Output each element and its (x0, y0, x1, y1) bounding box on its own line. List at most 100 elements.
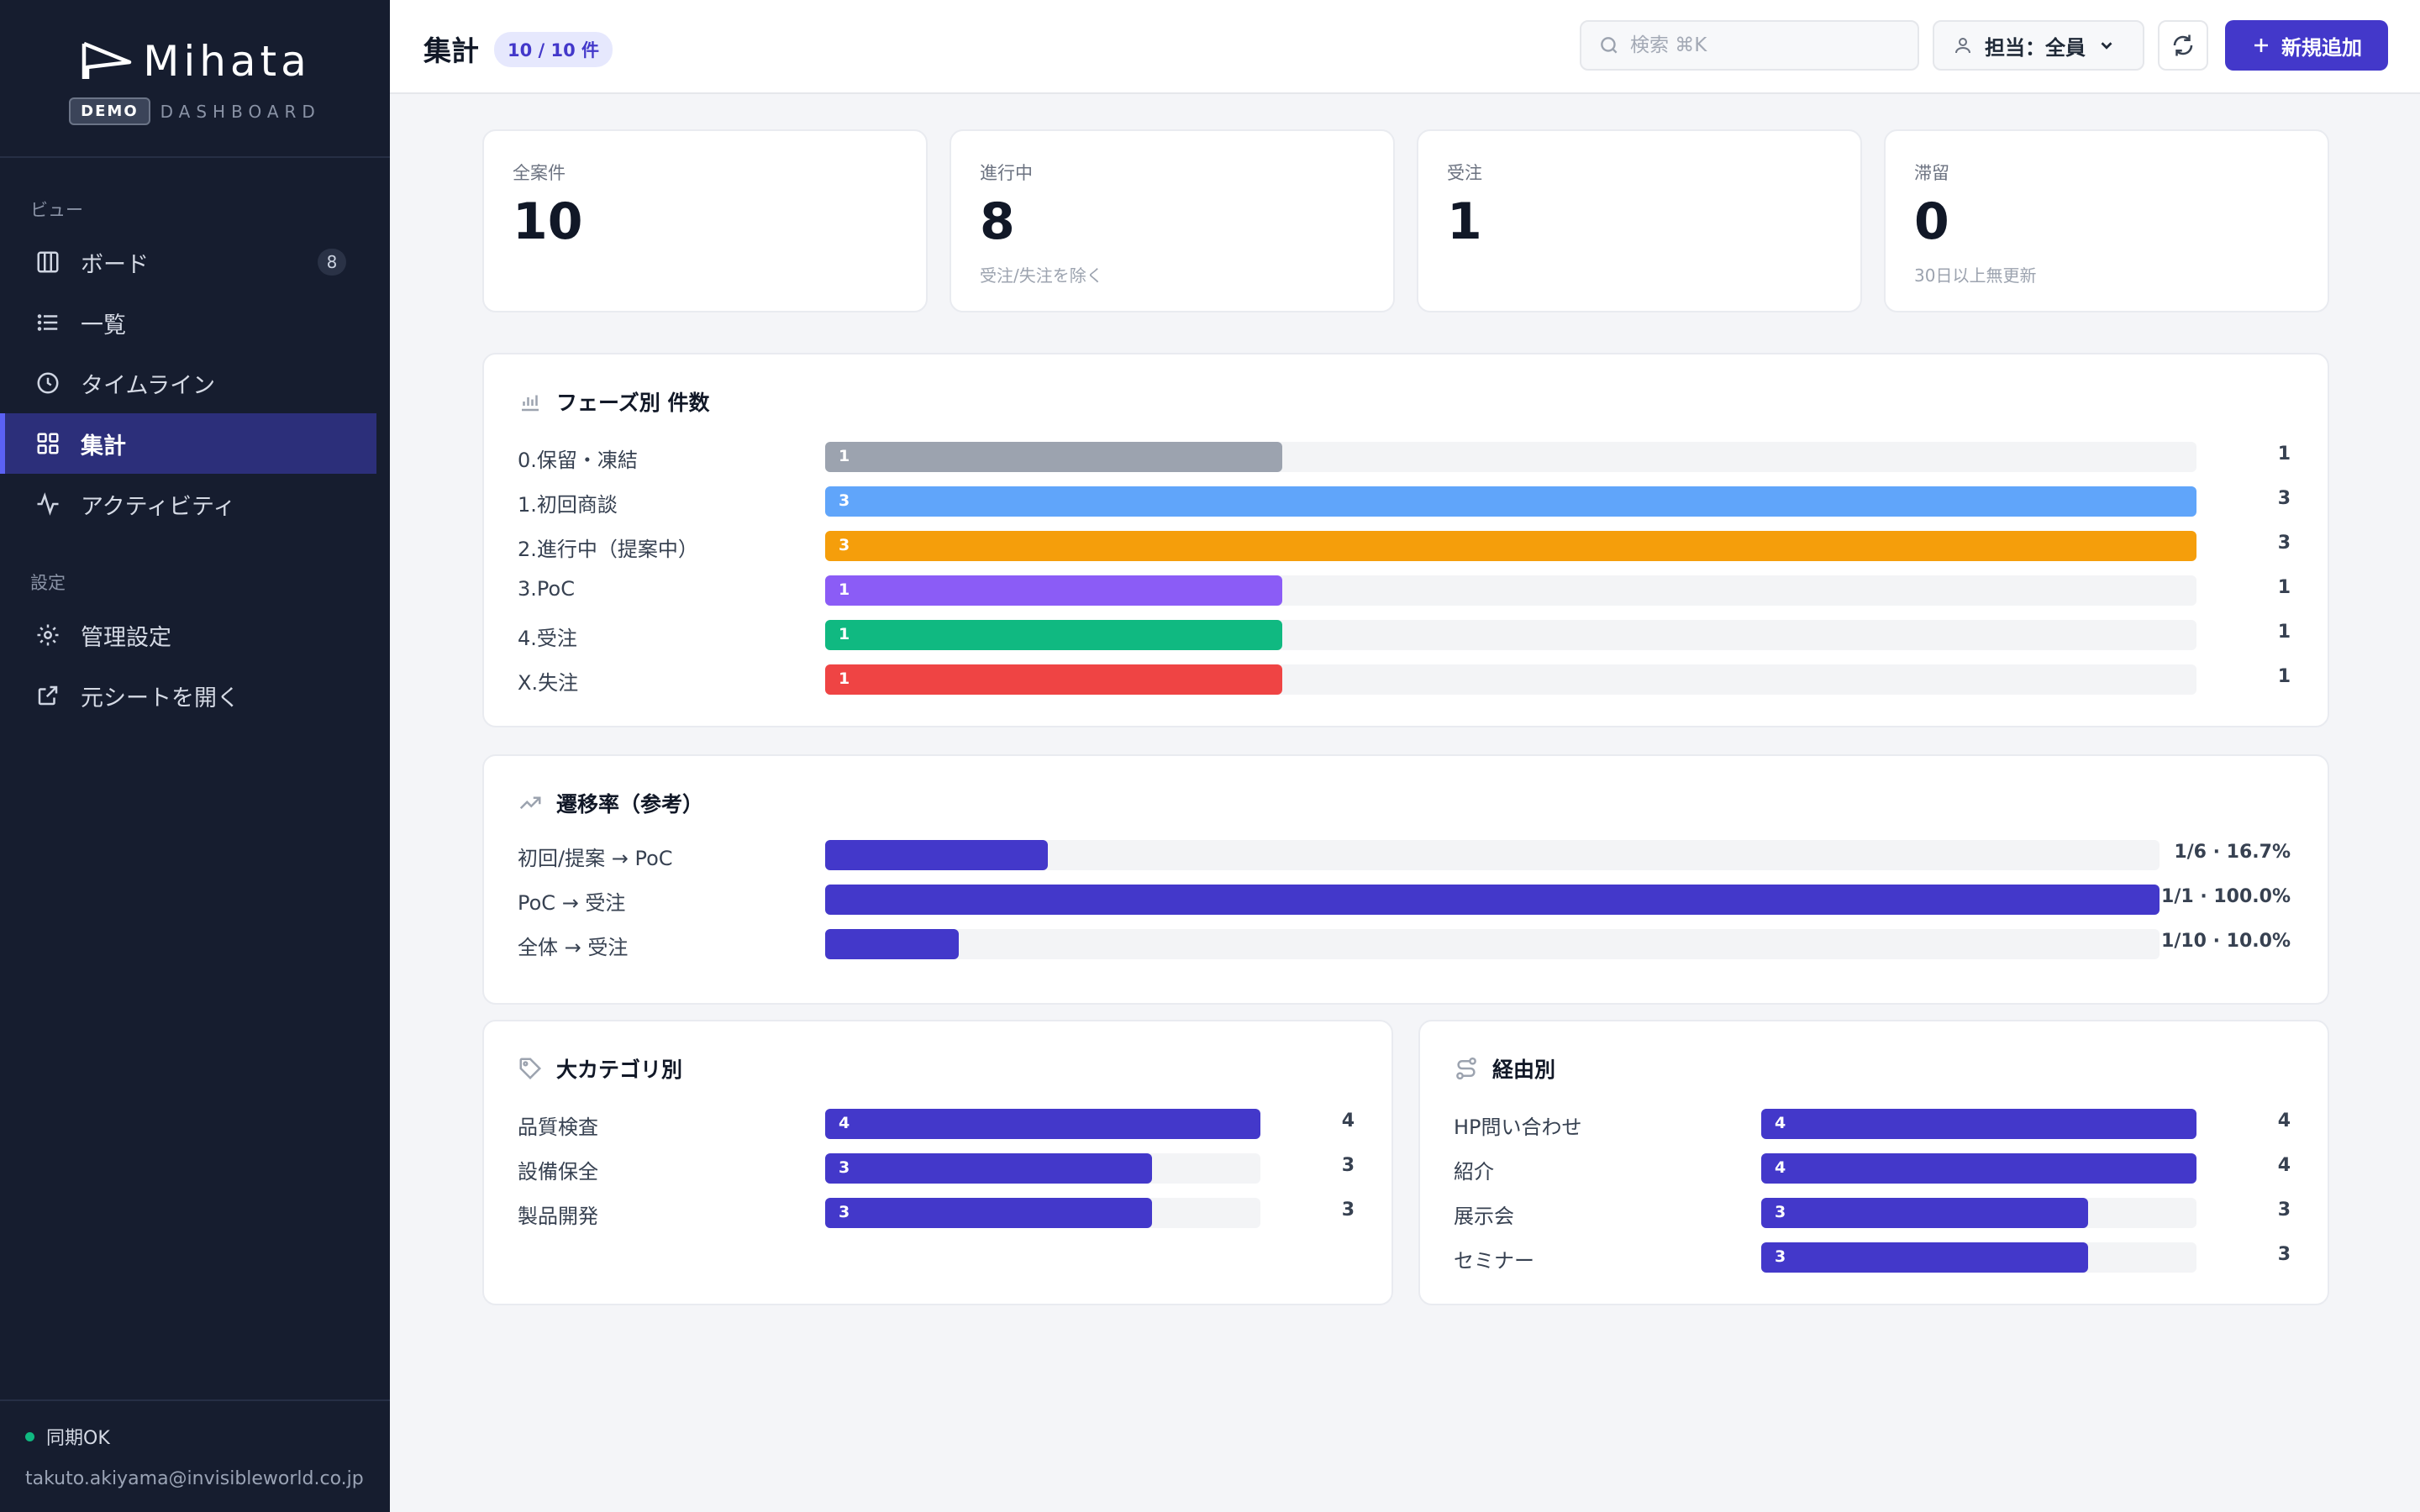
bar-inner-value: 3 (839, 1158, 850, 1177)
bar-fill: 1 (825, 664, 1282, 695)
grid-icon (34, 429, 62, 458)
bar-label: 2.進行中（提案中） (518, 538, 698, 561)
external-link-icon (34, 681, 62, 710)
sidebar-item-label: 管理設定 (81, 624, 171, 651)
dashboard-label: DASHBOARD (160, 101, 321, 122)
bar-fill: 4 (825, 1109, 1260, 1139)
bar-label: セミナー (1454, 1249, 1534, 1273)
bar-fill: 3 (825, 1198, 1152, 1228)
bar-fill (825, 885, 2160, 915)
bar-track: 4 (1761, 1153, 2196, 1184)
bar-fill: 1 (825, 442, 1282, 472)
stat-label: 滞留 (1914, 163, 1949, 183)
phase-row: 1.初回商談 3 3 (518, 486, 2291, 517)
conversion-panel-title-text: 遷移率（参考） (556, 792, 704, 816)
channel-row: セミナー 3 3 (1454, 1242, 2291, 1273)
phase-row: 2.進行中（提案中） 3 3 (518, 531, 2291, 561)
bar-track: 3 (825, 1198, 1260, 1228)
bar-label: PoC → 受注 (518, 891, 626, 915)
stat-sub: 受注/失注を除く (980, 265, 1103, 286)
bar-inner-value: 3 (1775, 1203, 1786, 1221)
bar-label: 全体 → 受注 (518, 936, 629, 959)
add-new-button[interactable]: 新規追加 (2225, 20, 2388, 71)
sidebar-item-open-sheet[interactable]: 元シートを開く (0, 665, 376, 726)
sidebar: Mihata DEMO DASHBOARD ビュー ボード 8 一覧 タイムライ… (0, 0, 390, 1512)
page-title: 集計 (424, 34, 479, 67)
nav-section-view: ビュー (30, 200, 83, 220)
bar-count: 3 (2277, 1244, 2291, 1265)
bar-label: 0.保留・凍結 (518, 449, 638, 472)
bar-inner-value: 1 (839, 447, 850, 465)
channel-panel-title: 経由別 (1454, 1053, 1555, 1084)
phase-row: 4.受注 1 1 (518, 620, 2291, 650)
conversion-row: 全体 → 受注 1/10 · 10.0% (518, 929, 2291, 959)
category-row: 製品開発 3 3 (518, 1198, 1355, 1228)
columns-icon (34, 248, 62, 276)
category-panel-title-text: 大カテゴリ別 (556, 1058, 683, 1082)
bar-count: 3 (2277, 1200, 2291, 1221)
bar-label: 紹介 (1454, 1160, 1494, 1184)
stat-value: 10 (513, 192, 583, 251)
phase-count-panel: フェーズ別 件数 0.保留・凍結 1 1 1.初回商談 3 3 2.進行中（提案中） 3 3 3.… (482, 353, 2329, 727)
refresh-icon (2173, 34, 2193, 56)
assignee-filter-label: 担当：全員 (1985, 35, 2086, 60)
activity-icon (34, 490, 62, 518)
bar-count: 1/10 · 10.0% (2161, 931, 2291, 952)
channel-row: HP問い合わせ 4 4 (1454, 1109, 2291, 1139)
user-icon (1955, 38, 1970, 54)
phase-row: 3.PoC 1 1 (518, 575, 2291, 606)
sync-status: 同期OK (25, 1423, 390, 1450)
sidebar-item-timeline[interactable]: タイムライン (0, 353, 376, 413)
bar-track: 3 (825, 531, 2196, 561)
bar-fill: 3 (825, 1153, 1152, 1184)
channel-panel: 経由別 HP問い合わせ 4 4 紹介 4 4 展示会 3 3 セミナー 3 3 (1418, 1020, 2329, 1305)
user-email: takuto.akiyama@invisibleworld.co.jp (25, 1468, 364, 1489)
bar-count: 4 (2277, 1155, 2291, 1176)
stat-card-total: 全案件 10 (482, 129, 928, 312)
bar-track (825, 929, 2160, 959)
sync-status-text: 同期OK (46, 1428, 110, 1449)
search-icon (1601, 37, 1618, 54)
bar-count: 3 (2277, 488, 2291, 509)
sidebar-item-summary[interactable]: 集計 (0, 413, 376, 474)
sidebar-item-activity[interactable]: アクティビティ (0, 474, 376, 534)
refresh-button[interactable] (2158, 20, 2208, 71)
sidebar-item-admin-settings[interactable]: 管理設定 (0, 605, 376, 665)
sidebar-item-board[interactable]: ボード 8 (0, 232, 376, 292)
bar-chart-icon (522, 395, 539, 412)
bar-label: X.失注 (518, 671, 579, 695)
bar-inner-value: 3 (1775, 1247, 1786, 1266)
bar-label: 初回/提案 → PoC (518, 847, 673, 870)
bar-count: 4 (1341, 1110, 1355, 1131)
bar-fill: 3 (825, 531, 2196, 561)
conversion-rate-panel: 遷移率（参考） 初回/提案 → PoC 1/6 · 16.7% PoC → 受注 1/… (482, 754, 2329, 1005)
bar-track: 3 (825, 1153, 1260, 1184)
bar-inner-value: 1 (839, 625, 850, 643)
bar-inner-value: 3 (839, 1203, 850, 1221)
bar-inner-value: 1 (839, 580, 850, 599)
stat-value: 8 (980, 192, 1015, 251)
category-row: 品質検査 4 4 (518, 1109, 1355, 1139)
sidebar-item-list[interactable]: 一覧 (0, 292, 376, 353)
search-input[interactable] (1630, 34, 1882, 56)
bar-fill (825, 929, 959, 959)
stat-card-in-progress: 進行中 8 受注/失注を除く (950, 129, 1395, 312)
tag-icon (519, 1058, 542, 1080)
search-box[interactable] (1580, 20, 1919, 71)
bar-count: 1/1 · 100.0% (2161, 886, 2291, 907)
brand-name: Mihata (143, 37, 311, 86)
stat-sub: 30日以上無更新 (1914, 265, 2037, 286)
bar-label: 4.受注 (518, 627, 577, 650)
chevron-down-icon (2101, 42, 2112, 50)
bar-count: 1/6 · 16.7% (2174, 842, 2291, 863)
conversion-row: PoC → 受注 1/1 · 100.0% (518, 885, 2291, 915)
bar-count: 3 (1341, 1200, 1355, 1221)
assignee-filter-select[interactable]: 担当：全員 (1933, 20, 2144, 71)
bar-label: 1.初回商談 (518, 493, 618, 517)
bar-count: 3 (1341, 1155, 1355, 1176)
bar-fill: 3 (1761, 1198, 2088, 1228)
stat-value: 0 (1914, 192, 1949, 251)
brand-logo[interactable]: Mihata (79, 37, 311, 86)
bar-inner-value: 4 (1775, 1114, 1786, 1132)
bar-label: 品質検査 (518, 1116, 598, 1139)
